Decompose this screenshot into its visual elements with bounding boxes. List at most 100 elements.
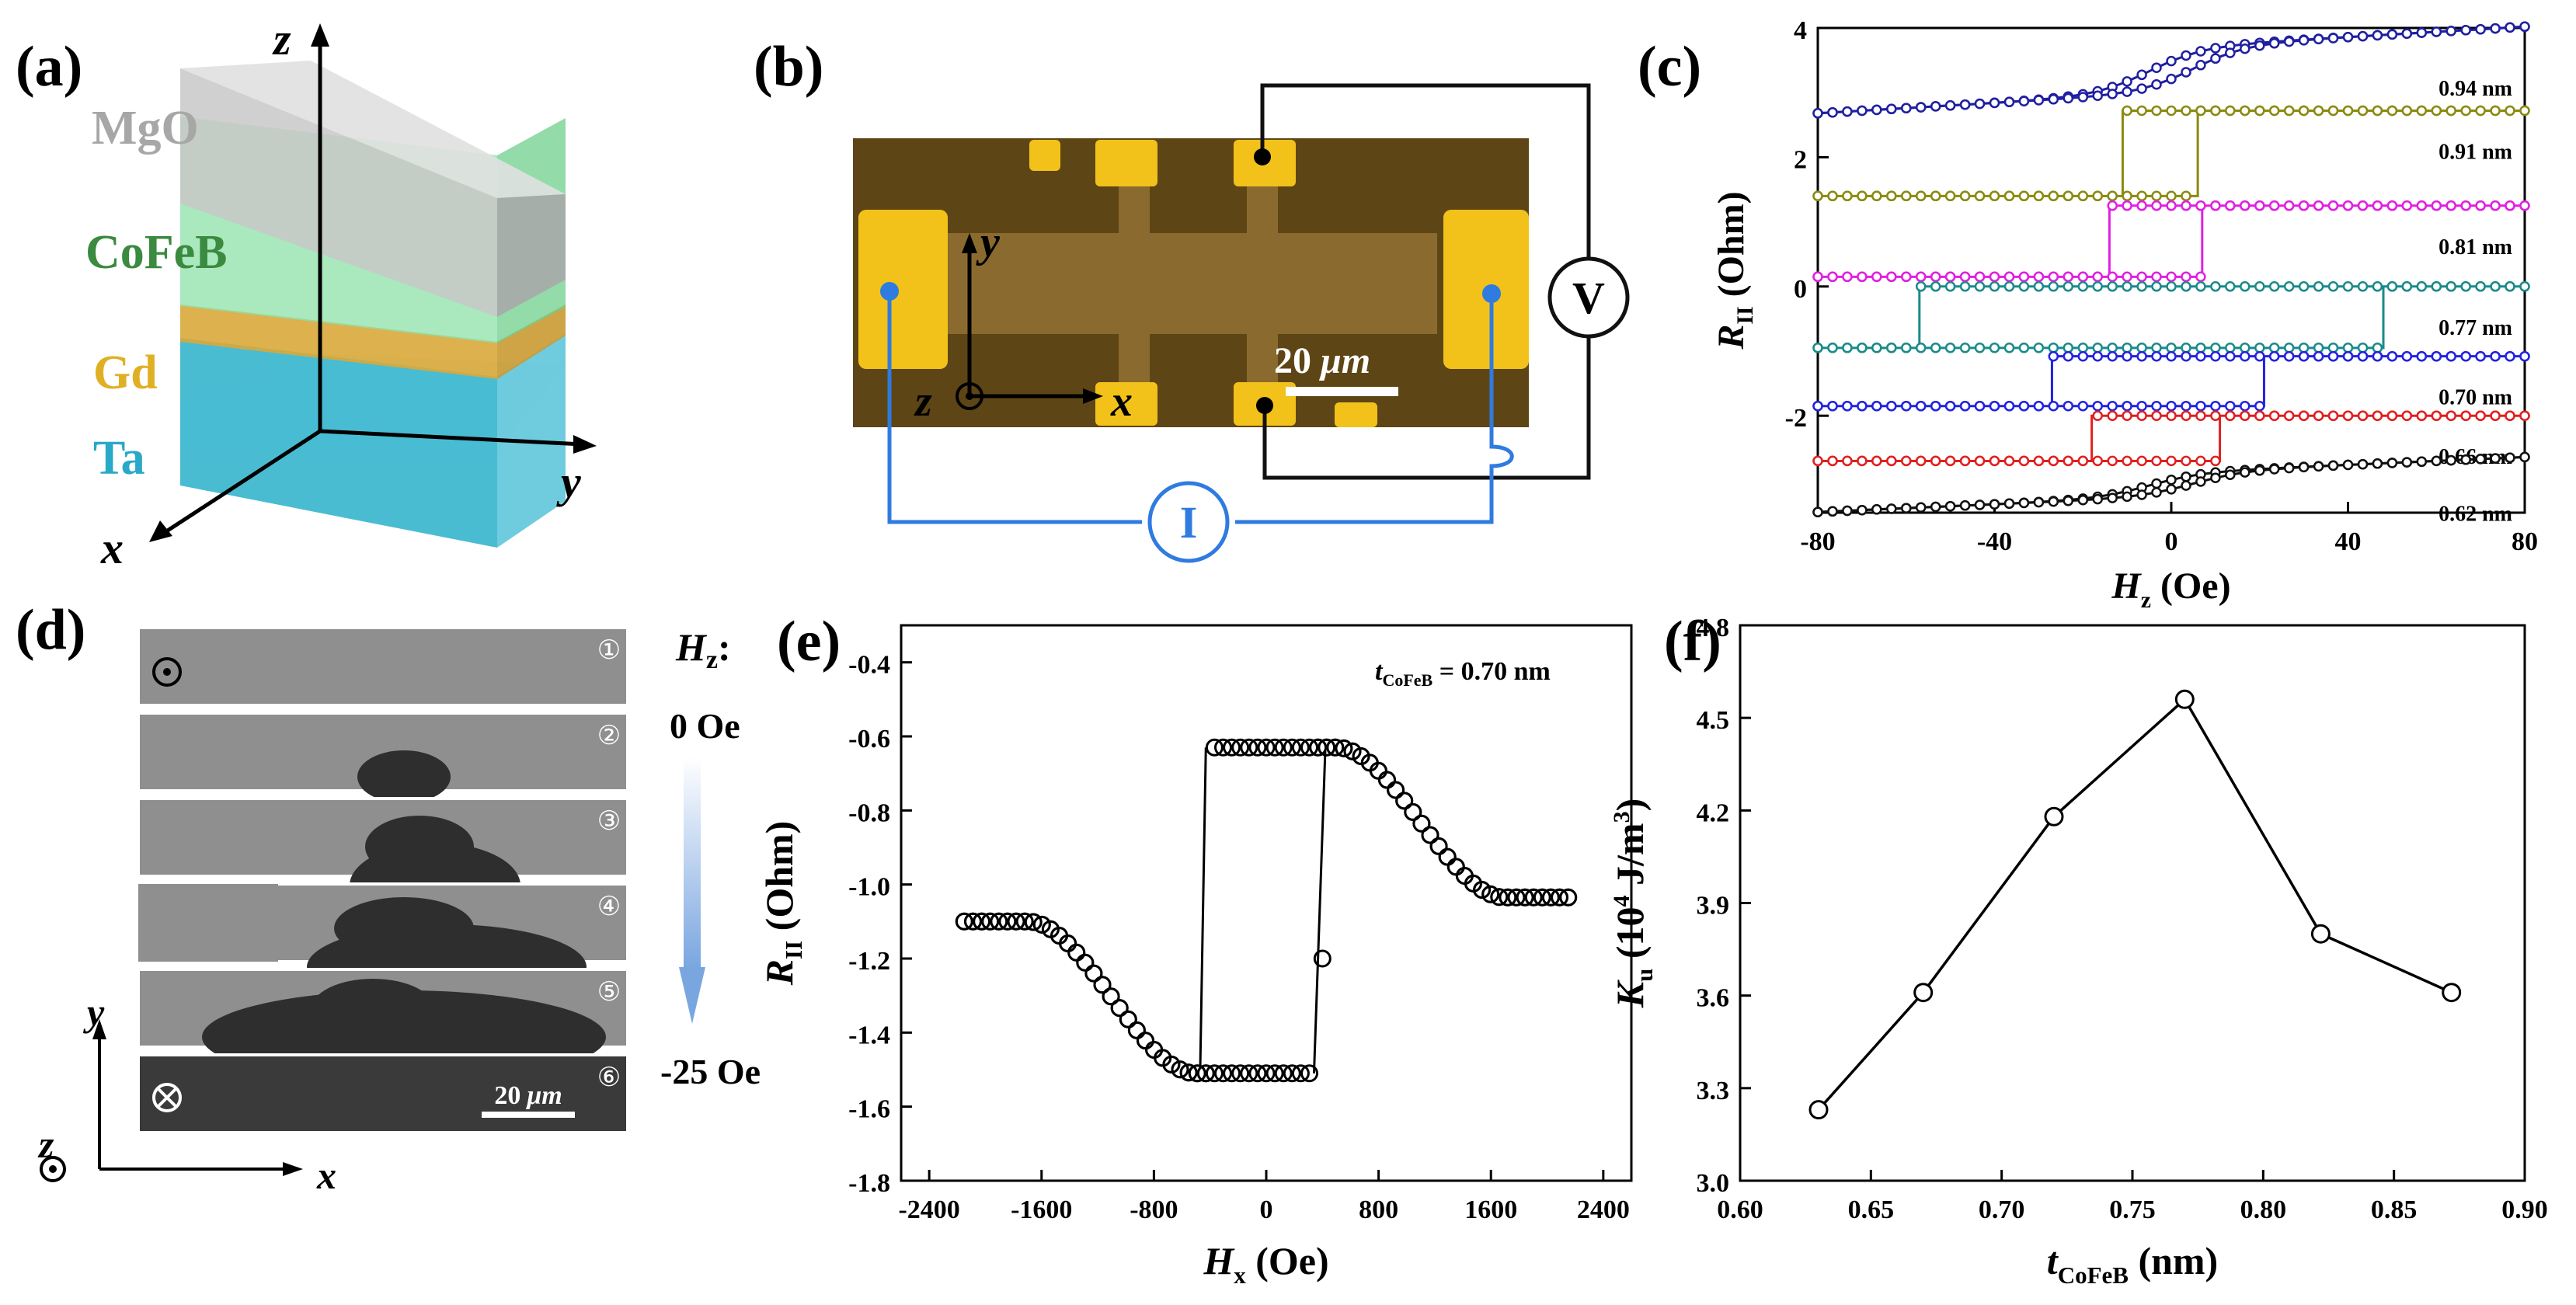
loop-point — [2181, 67, 2191, 78]
loop-point — [2136, 350, 2147, 362]
data-point — [955, 912, 973, 931]
loop-point — [1871, 400, 1882, 412]
annotation-symbol: t — [1375, 657, 1384, 686]
gd-layer-side — [497, 304, 566, 379]
loop-point — [2313, 105, 2324, 117]
loop-point — [2268, 38, 2280, 49]
loop-point — [2063, 455, 2074, 467]
loop-point — [2122, 271, 2132, 283]
loop-point — [2386, 29, 2398, 40]
loop-point — [1812, 271, 1823, 283]
data-point — [1283, 738, 1301, 757]
loop-point — [2181, 50, 2191, 61]
frame-index: ③ — [597, 807, 621, 836]
loop-point — [2018, 190, 2030, 202]
loop-point — [1886, 271, 1897, 283]
loop-point — [2210, 43, 2221, 54]
device-y-arrow — [962, 233, 977, 253]
kerr-frame — [138, 628, 628, 705]
y-tick-label: 3.6 — [1697, 984, 1730, 1013]
loop-point — [2136, 400, 2147, 412]
loop-point — [2077, 455, 2089, 467]
data-point — [1395, 792, 1414, 810]
loop-point — [2136, 489, 2147, 500]
loop-point — [2386, 281, 2398, 292]
loop-point — [2092, 410, 2103, 421]
panel-b: (b) y x z 20 μm V — [754, 35, 1630, 563]
loop-point — [2136, 69, 2147, 81]
loop-point — [2003, 190, 2015, 202]
annotation-value: = 0.70 nm — [1432, 657, 1551, 686]
loop-point — [2327, 343, 2339, 353]
panel-label-a: (a) — [16, 35, 82, 99]
loop-point — [1827, 106, 1838, 118]
z-out-of-plane-icon — [956, 382, 983, 410]
hall-arm-bottom-left — [1119, 318, 1150, 388]
loop-point — [2063, 92, 2074, 104]
current-source-label: I — [1180, 497, 1198, 548]
loop-point — [2298, 461, 2310, 473]
loop-point — [1989, 499, 2000, 510]
loop-point — [2166, 105, 2177, 117]
loop-point — [1812, 455, 1823, 467]
z-axis-arrow — [311, 23, 329, 47]
loop-point — [2195, 410, 2206, 421]
data-point — [1309, 738, 1328, 757]
y-axis-arrow — [573, 435, 597, 454]
loop-point — [2327, 105, 2339, 117]
loop-point — [2519, 350, 2530, 362]
loop-point — [2225, 343, 2236, 353]
axis-y-label: y — [556, 457, 581, 507]
loop-point — [1959, 190, 1971, 202]
kerr-frames: ① ② ③ ④ ⑤ ⑥ 20 μm — [137, 626, 629, 1134]
loop-point — [2092, 400, 2103, 412]
loop-point — [2195, 46, 2206, 57]
loop-point — [2063, 350, 2074, 362]
loop-point — [1857, 271, 1868, 283]
loop-point — [1959, 99, 1971, 110]
data-point — [1137, 1032, 1154, 1050]
loop-point — [2210, 410, 2221, 421]
panel-d: (d) ① ② ③ ④ ⑤ ⑥ 20 μm Hz: 0 Oe -25 Oe y x z — [16, 598, 761, 1197]
loop-branch-descending — [1817, 25, 2526, 115]
kerr-scale-unit: μm — [525, 1081, 562, 1110]
loop-point — [1901, 455, 1912, 467]
loop-point — [2122, 410, 2132, 421]
loop-point — [2136, 105, 2147, 117]
axis-z-label: z — [272, 14, 291, 64]
axis-x-label: x — [100, 523, 124, 573]
switch-line-down — [1199, 747, 1207, 1067]
kerr-scale-bar — [482, 1112, 575, 1118]
loop-point — [2166, 281, 2177, 292]
loop-point — [1974, 271, 1986, 283]
y-tick-label: 4 — [1794, 16, 1807, 45]
loop-line — [1818, 109, 2525, 197]
loop-point — [2313, 33, 2324, 45]
loop-point — [2298, 343, 2310, 353]
loop-point — [2122, 350, 2132, 362]
loop-point — [1915, 271, 1927, 283]
loop-point — [2151, 400, 2162, 412]
loop-point — [2372, 350, 2383, 362]
loop-point — [2490, 200, 2501, 211]
y-tick-label: -1.0 — [848, 873, 890, 902]
loop-point — [2505, 281, 2515, 292]
loop-point — [2063, 343, 2074, 353]
loop-point — [1871, 504, 1882, 515]
loop-point — [2240, 343, 2251, 353]
loop-point — [2151, 200, 2162, 211]
loop-point — [2003, 455, 2015, 467]
loop-point — [2033, 190, 2045, 202]
loop-point — [2401, 28, 2413, 39]
field-start: 0 Oe — [670, 706, 740, 746]
loop-point — [2505, 22, 2515, 33]
loop-point — [2033, 400, 2045, 412]
data-point — [1326, 738, 1345, 757]
loop-point — [2048, 190, 2059, 202]
loop-point — [2342, 200, 2354, 211]
x-tick-label: 0.65 — [1848, 1195, 1895, 1224]
data-point — [964, 912, 982, 931]
loop-point — [1930, 455, 1941, 467]
loop-point — [2460, 200, 2471, 211]
